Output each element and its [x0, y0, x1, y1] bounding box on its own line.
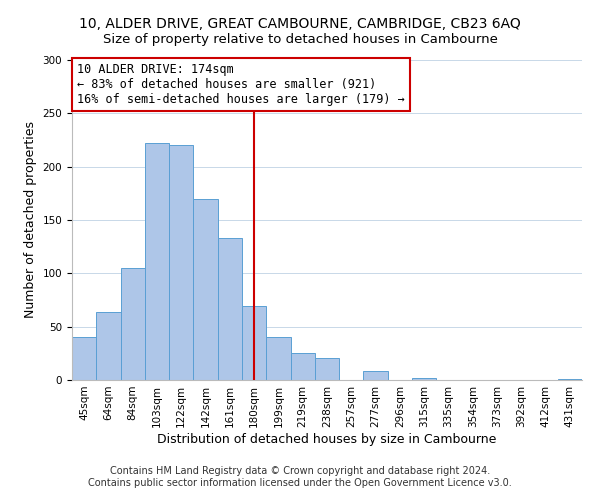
Bar — [266, 338, 290, 380]
Bar — [242, 306, 266, 380]
Bar — [412, 378, 436, 380]
Bar — [290, 354, 315, 380]
Bar — [145, 143, 169, 380]
Text: 10, ALDER DRIVE, GREAT CAMBOURNE, CAMBRIDGE, CB23 6AQ: 10, ALDER DRIVE, GREAT CAMBOURNE, CAMBRI… — [79, 18, 521, 32]
Text: 10 ALDER DRIVE: 174sqm
← 83% of detached houses are smaller (921)
16% of semi-de: 10 ALDER DRIVE: 174sqm ← 83% of detached… — [77, 63, 405, 106]
Bar — [72, 338, 96, 380]
Bar — [364, 372, 388, 380]
Bar — [315, 358, 339, 380]
Text: Contains HM Land Registry data © Crown copyright and database right 2024.
Contai: Contains HM Land Registry data © Crown c… — [88, 466, 512, 487]
X-axis label: Distribution of detached houses by size in Cambourne: Distribution of detached houses by size … — [157, 432, 497, 446]
Bar — [218, 238, 242, 380]
Y-axis label: Number of detached properties: Number of detached properties — [24, 122, 37, 318]
Bar — [558, 379, 582, 380]
Text: Size of property relative to detached houses in Cambourne: Size of property relative to detached ho… — [103, 32, 497, 46]
Bar — [169, 146, 193, 380]
Bar — [96, 312, 121, 380]
Bar — [193, 198, 218, 380]
Bar — [121, 268, 145, 380]
